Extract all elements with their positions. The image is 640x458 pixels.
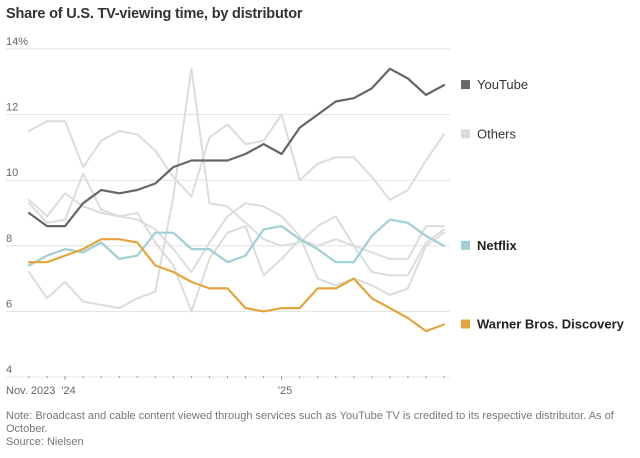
legend-swatch bbox=[461, 80, 470, 90]
legend-swatch bbox=[461, 240, 470, 250]
series-line-warner-bros-discovery bbox=[27, 238, 446, 333]
legend: YouTube Others Netflix Warner Bros. Discove… bbox=[461, 77, 625, 332]
series-lines bbox=[27, 67, 446, 333]
legend-swatch bbox=[461, 129, 470, 139]
series-line-others bbox=[28, 172, 445, 296]
legend-item-youtube: YouTube bbox=[461, 77, 528, 92]
legend-label: YouTube bbox=[477, 77, 528, 92]
series-line-others bbox=[28, 67, 445, 310]
legend-item-netflix: Netflix bbox=[461, 238, 518, 253]
x-axis: Nov. 2023 ’24 ’25 bbox=[6, 376, 450, 397]
y-axis-ticks: 4 6 8 10 12 14% bbox=[6, 36, 28, 376]
x-tick-label: Nov. 2023 bbox=[6, 385, 55, 397]
chart-source: Source: Nielsen bbox=[6, 436, 84, 448]
y-tick-label: 6 bbox=[6, 298, 12, 310]
series-line-others bbox=[28, 113, 445, 201]
legend-item-others: Others bbox=[461, 126, 517, 141]
series-line-youtube bbox=[27, 67, 446, 228]
y-tick-label: 10 bbox=[6, 167, 18, 179]
y-tick-label: 14% bbox=[6, 36, 28, 48]
x-tick-label: ’25 bbox=[278, 385, 293, 397]
chart-title: Share of U.S. TV-viewing time, by distri… bbox=[6, 6, 303, 22]
y-tick-label: 8 bbox=[6, 233, 12, 245]
legend-label: Netflix bbox=[477, 238, 518, 253]
y-tick-label: 12 bbox=[6, 102, 18, 114]
legend-label: Others bbox=[477, 126, 517, 141]
chart-footer: Note: Broadcast and cable content viewed… bbox=[6, 410, 636, 449]
gridlines bbox=[6, 48, 450, 312]
x-tick-label: ’24 bbox=[61, 385, 76, 397]
legend-swatch bbox=[461, 319, 470, 329]
legend-label: Warner Bros. Discovery bbox=[477, 317, 625, 332]
series-line-others bbox=[28, 192, 445, 313]
chart-note: Note: Broadcast and cable content viewed… bbox=[6, 410, 614, 435]
series-line-netflix bbox=[27, 218, 446, 267]
legend-item-warner-bros-discovery: Warner Bros. Discovery bbox=[461, 317, 625, 332]
y-tick-label: 4 bbox=[6, 364, 12, 376]
